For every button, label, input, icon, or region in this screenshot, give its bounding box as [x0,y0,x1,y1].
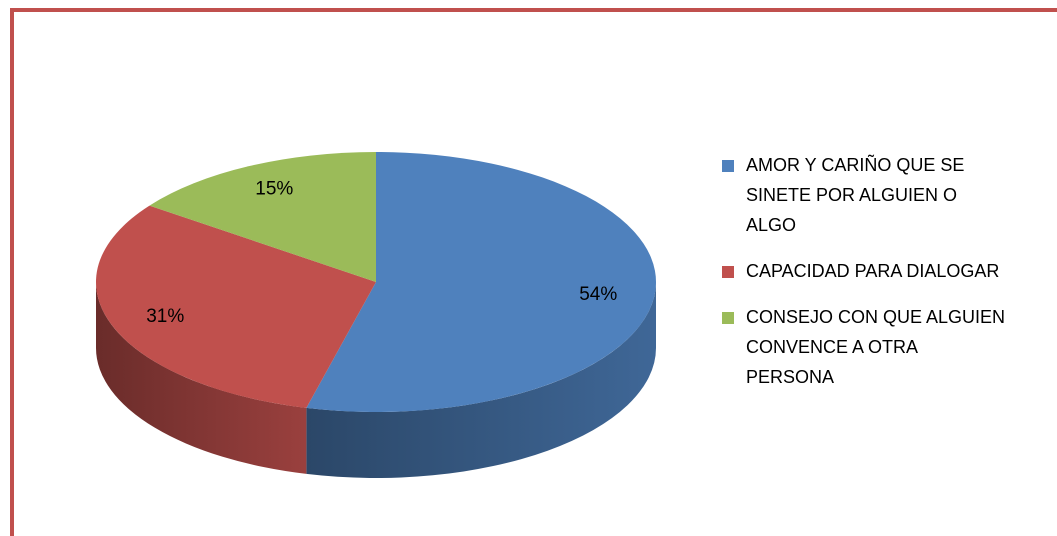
slice [149,152,376,282]
legend-entry: CAPACIDAD PARA DIALOGAR [722,256,1006,286]
data-label: 54% [579,284,617,305]
legend-label: CONSEJO CON QUE ALGUIEN CONVENCE A OTRA … [746,307,1006,387]
legend-entry: AMOR Y CARIÑO QUE SE SINETE POR ALGUIEN … [722,150,1006,240]
legend-label: CAPACIDAD PARA DIALOGAR [746,261,1000,281]
legend-swatch [722,312,734,324]
slice [95,205,376,408]
data-label: 31% [146,306,184,327]
slice [306,152,657,412]
data-label: 15% [255,178,293,199]
legend: AMOR Y CARIÑO QUE SE SINETE POR ALGUIEN … [722,150,1012,408]
legend-entry: CONSEJO CON QUE ALGUIEN CONVENCE A OTRA … [722,302,1006,392]
slice-side [306,282,656,479]
slice-side [96,282,307,474]
frame [10,8,1057,536]
legend-swatch [722,266,734,278]
legend-swatch [722,160,734,172]
legend-label: AMOR Y CARIÑO QUE SE SINETE POR ALGUIEN … [746,155,965,235]
